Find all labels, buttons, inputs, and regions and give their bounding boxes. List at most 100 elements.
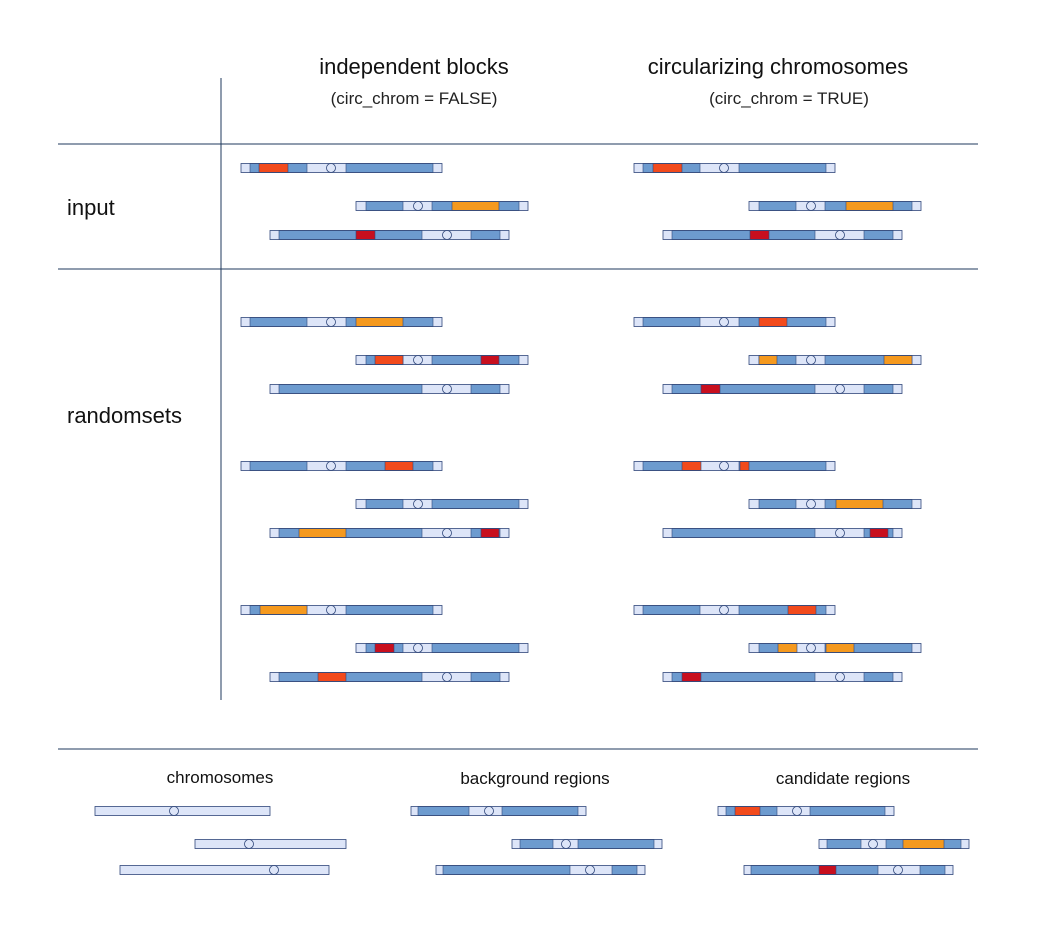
chromosome-bar [634,461,835,471]
candidate-region [700,384,721,394]
background-region [345,605,434,615]
chromosome-bar [241,163,442,173]
legend-title-chromosomes: chromosomes [166,768,274,787]
centromere-icon [835,672,845,682]
candidate-region [758,317,788,327]
chromosome-bar [195,839,346,849]
centromere-icon [269,865,279,875]
centromere-icon [835,384,845,394]
background-region [442,865,571,875]
chromosome-outline [240,461,443,471]
background-region [278,230,423,240]
background-region [863,672,894,682]
chromosome-outline [410,806,587,816]
row-label-input: input [67,195,115,220]
background-region [738,163,827,173]
chromosome-outline [119,865,330,875]
chromosome-outline [662,528,903,538]
centromere-icon [561,839,571,849]
chromosome-outline [269,672,510,682]
chromosome-bar [634,163,835,173]
candidate-region [374,643,395,653]
centromere-icon [413,201,423,211]
candidate-region [902,839,945,849]
background-region [671,230,816,240]
candidate-region [777,643,798,653]
chromosome-outline [355,643,529,653]
chromosome-outline [240,317,443,327]
centromere-icon [442,528,452,538]
candidate-region [825,643,855,653]
centromere-icon [442,230,452,240]
chromosome-outline [748,643,922,653]
chromosome-bar [634,605,835,615]
chromosome-bar [241,317,442,327]
centromere-icon [792,806,802,816]
chromosome-outline [194,839,347,849]
centromere-icon [719,317,729,327]
chromosome-outline [240,605,443,615]
background-region [278,384,423,394]
chromosome-outline [435,865,646,875]
centromere-icon [806,643,816,653]
centromere-icon [835,230,845,240]
candidate-region [749,230,770,240]
background-region [431,643,520,653]
candidate-region [355,230,376,240]
centromere-icon [413,643,423,653]
centromere-icon [719,461,729,471]
background-region [611,865,638,875]
chromosome-bar [241,605,442,615]
candidate-region [845,201,894,211]
chromosome-bar [718,806,894,816]
background-region [431,499,520,509]
background-region [809,806,886,816]
candidate-region [258,163,289,173]
chromosome-outline [717,806,895,816]
subheader-circularizing-chromosomes: (circ_chrom = TRUE) [709,89,869,108]
background-region [345,163,434,173]
background-region [642,605,701,615]
candidate-region [835,499,884,509]
candidate-region [681,461,702,471]
background-region [758,499,797,509]
background-region [519,839,554,849]
centromere-icon [413,355,423,365]
background-region [738,461,827,471]
chromosome-outline [748,499,922,509]
background-region [417,806,470,816]
chromosome-outline [818,839,970,849]
chromosome-outline [269,528,510,538]
centromere-icon [868,839,878,849]
background-region [750,865,879,875]
centromere-icon [806,201,816,211]
chromosome-bar [411,806,586,816]
legend-title-background-regions: background regions [460,769,610,788]
background-region [431,355,520,365]
candidate-region [739,461,750,471]
background-region [249,461,308,471]
chromosome-bar [95,806,270,816]
candidate-region [869,528,889,538]
centromere-icon [169,806,179,816]
centromere-icon [835,528,845,538]
chromosome-outline [662,672,903,682]
background-region [470,384,501,394]
chromosome-outline [511,839,663,849]
background-region [671,528,816,538]
centromere-icon [484,806,494,816]
chromosome-bar [241,461,442,471]
chromosome-outline [748,355,922,365]
background-region [470,672,501,682]
chromosome-outline [240,163,443,173]
centromere-icon [806,355,816,365]
candidate-region [734,806,761,816]
background-region [758,201,797,211]
chromosome-outline [633,317,836,327]
centromere-icon [244,839,254,849]
subheader-independent-blocks: (circ_chrom = FALSE) [330,89,498,108]
chromosome-outline [355,355,529,365]
centromere-icon [585,865,595,875]
background-region [365,201,404,211]
candidate-region [681,672,702,682]
